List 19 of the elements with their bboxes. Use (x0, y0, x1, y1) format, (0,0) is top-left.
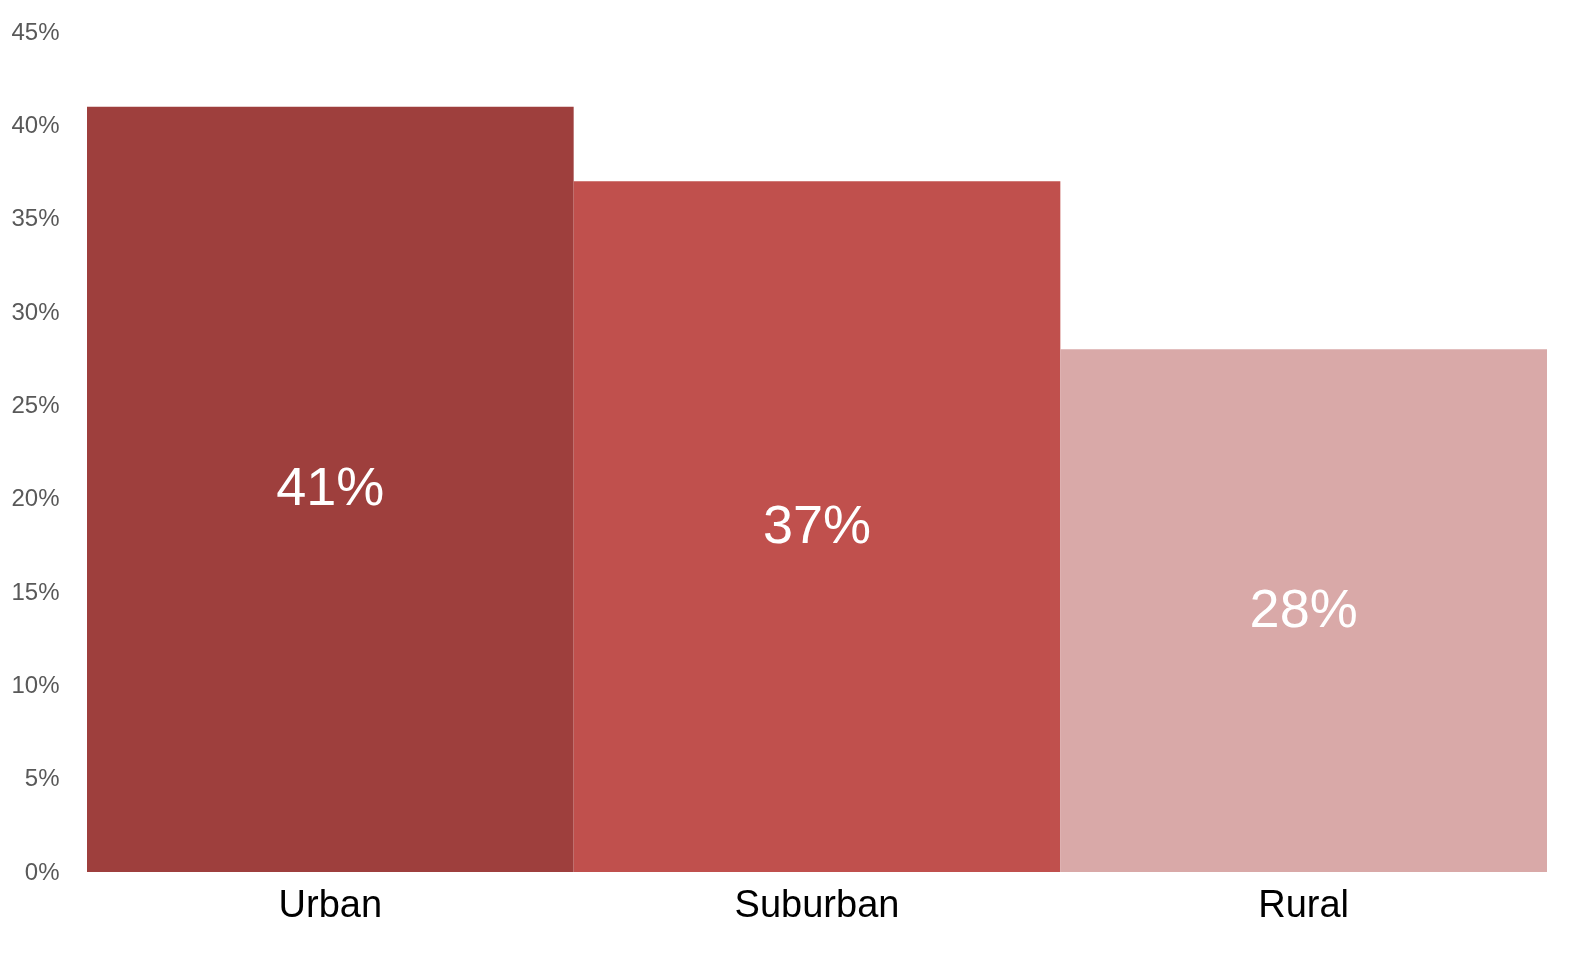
y-tick-label: 5% (24, 764, 60, 792)
y-tick-label: 10% (11, 670, 60, 698)
bar (87, 106, 574, 872)
y-tick-label: 25% (11, 390, 60, 418)
y-tick-label: 20% (11, 484, 60, 512)
bar (1060, 349, 1547, 872)
x-tick-label: Rural (1258, 882, 1350, 925)
y-tick-label: 30% (11, 297, 60, 325)
bar (573, 181, 1061, 872)
x-tick-label: Suburban (734, 882, 900, 925)
y-tick-label: 0% (24, 857, 60, 885)
x-tick-label: Urban (278, 882, 383, 925)
data-label: 37% (762, 493, 872, 554)
y-tick-label: 15% (11, 577, 60, 605)
data-label: 28% (1249, 577, 1358, 638)
y-tick-label: 45% (11, 17, 60, 45)
y-tick-label: 40% (11, 110, 60, 138)
y-tick-label: 35% (11, 204, 60, 232)
data-label: 41% (276, 456, 385, 517)
